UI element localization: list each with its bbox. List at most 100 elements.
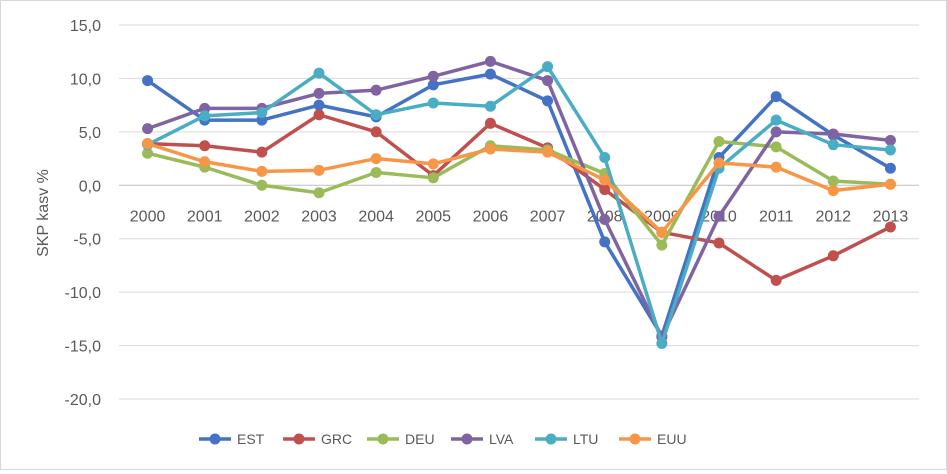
y-tick-label: -20,0 [65, 392, 102, 409]
legend-item-lva: LVA [451, 431, 514, 447]
legend-item-deu: DEU [367, 431, 435, 447]
data-point [770, 114, 782, 126]
legend-item-euu: EUU [619, 431, 687, 447]
data-point [484, 143, 496, 155]
x-tick-label: 2006 [473, 208, 509, 225]
x-tick-label: 2004 [358, 208, 394, 225]
x-axis-tick-labels: 2000200120022003200420052006200720082009… [130, 208, 909, 225]
data-point [484, 55, 496, 67]
legend-label: LTU [573, 431, 598, 447]
data-point [427, 158, 439, 170]
data-point [427, 70, 439, 82]
data-point [142, 147, 154, 159]
legend: EST GRC DEU LVA LTU EUU [199, 431, 687, 447]
series-line [145, 141, 893, 235]
data-point [199, 140, 211, 152]
series-line [145, 64, 893, 346]
legend-label: EST [237, 431, 265, 447]
data-point [142, 75, 154, 87]
legend-label: GRC [321, 431, 352, 447]
data-point [256, 179, 268, 191]
data-point [370, 153, 382, 165]
data-point [827, 175, 839, 187]
data-point [542, 75, 554, 87]
data-point [599, 152, 611, 164]
data-point [656, 239, 668, 251]
data-point [656, 226, 668, 238]
data-point [427, 97, 439, 109]
data-point [313, 67, 325, 79]
legend-swatch-marker [545, 433, 557, 445]
data-point [370, 84, 382, 96]
data-point [142, 123, 154, 135]
data-point [256, 146, 268, 158]
data-point [427, 79, 439, 91]
x-tick-label: 2001 [187, 208, 223, 225]
data-point [713, 237, 725, 249]
data-point [256, 165, 268, 177]
series-grc [142, 109, 896, 286]
legend-swatch-marker [461, 433, 473, 445]
y-axis-title: SKP kasv % [35, 169, 52, 257]
data-point [542, 95, 554, 107]
x-tick-label: 2005 [415, 208, 451, 225]
data-point [884, 162, 896, 174]
y-tick-label: 15,0 [70, 18, 101, 35]
series-line [145, 59, 893, 339]
data-point [884, 144, 896, 156]
x-tick-label: 2007 [530, 208, 566, 225]
data-point [770, 161, 782, 173]
legend-item-ltu: LTU [535, 431, 598, 447]
data-point [199, 156, 211, 168]
legend-swatch-marker [629, 433, 641, 445]
data-point [827, 128, 839, 140]
data-point [313, 99, 325, 111]
data-point [884, 178, 896, 190]
data-point [884, 221, 896, 233]
legend-label: EUU [657, 431, 687, 447]
y-tick-label: -15,0 [65, 339, 102, 356]
gridlines [119, 24, 919, 400]
series-line [145, 113, 893, 283]
data-point [484, 100, 496, 112]
x-tick-label: 2013 [873, 208, 909, 225]
data-point [599, 174, 611, 186]
data-point [770, 141, 782, 153]
data-point [884, 134, 896, 146]
data-point [313, 109, 325, 121]
x-tick-label: 2002 [244, 208, 280, 225]
data-point [199, 110, 211, 122]
y-tick-label: -10,0 [65, 285, 102, 302]
data-point [313, 164, 325, 176]
y-tick-label: 0,0 [79, 178, 101, 195]
series-line [145, 139, 893, 247]
data-point [713, 135, 725, 147]
data-point [713, 157, 725, 169]
legend-label: DEU [405, 431, 435, 447]
data-point [313, 87, 325, 99]
data-point [770, 274, 782, 286]
y-axis-tick-labels: -20,0 -15,0 -10,0 -5,0 0,0 5,0 10,0 15,0 [65, 18, 102, 409]
data-point [827, 139, 839, 151]
legend-item-grc: GRC [283, 431, 352, 447]
data-point [827, 250, 839, 262]
data-point [770, 126, 782, 138]
data-point [770, 91, 782, 103]
series-euu [142, 138, 896, 238]
data-point [370, 126, 382, 138]
legend-label: LVA [489, 431, 514, 447]
data-point [827, 185, 839, 197]
x-tick-label: 2000 [130, 208, 166, 225]
y-tick-label: 10,0 [70, 71, 101, 88]
data-point [427, 172, 439, 184]
legend-swatch-marker [377, 433, 389, 445]
data-point [313, 187, 325, 199]
data-point [370, 166, 382, 178]
x-tick-label: 2011 [759, 208, 794, 225]
data-point [256, 107, 268, 119]
series-lines [142, 55, 896, 349]
legend-swatch-marker [209, 433, 221, 445]
x-tick-label: 2012 [815, 208, 851, 225]
